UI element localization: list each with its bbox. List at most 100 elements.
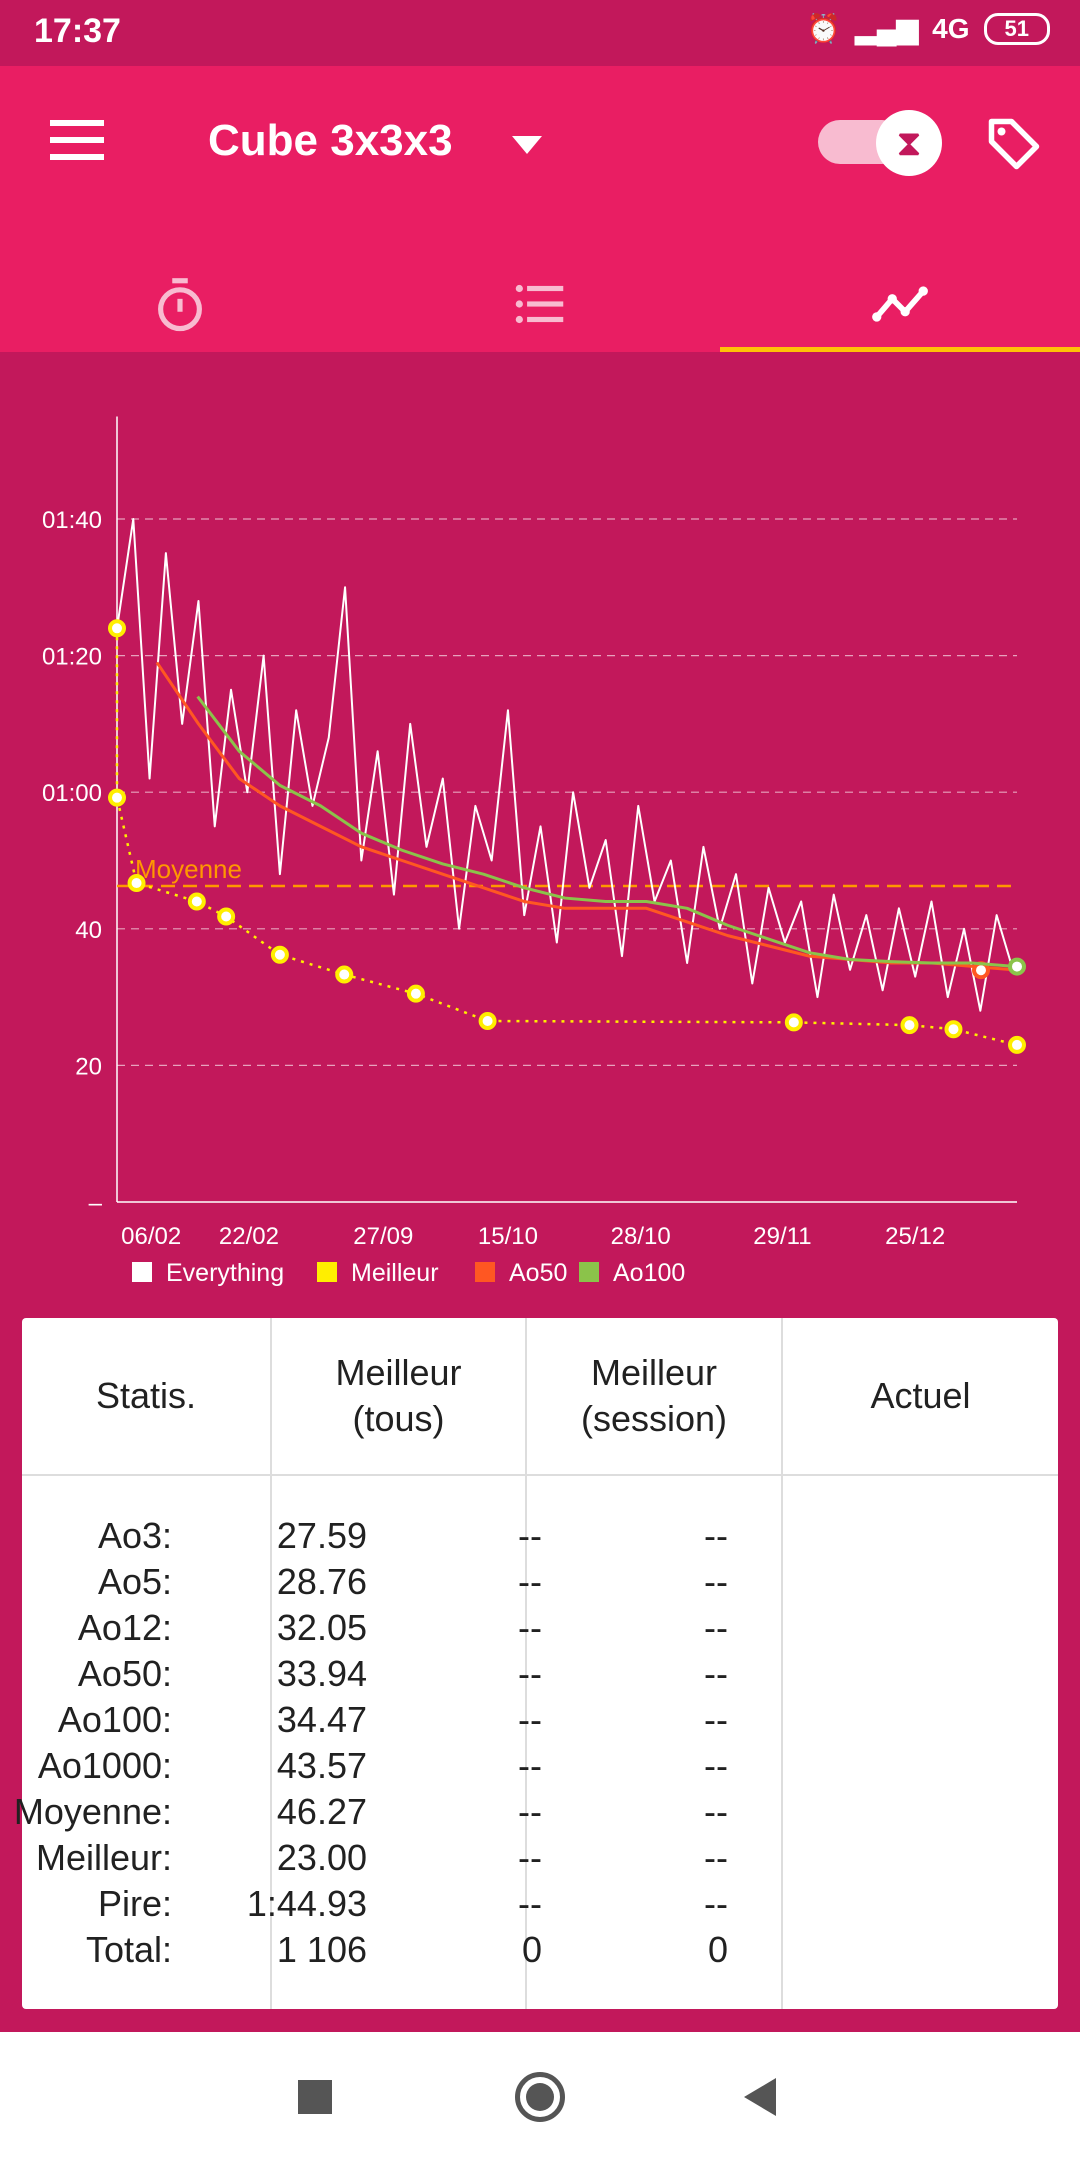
tag-icon[interactable] <box>984 114 1044 187</box>
meilleur-point <box>335 965 354 984</box>
meilleur-point <box>478 1012 497 1031</box>
active-tab-indicator <box>720 347 1080 352</box>
tab-timer[interactable] <box>0 256 360 352</box>
legend-label: Meilleur <box>351 1259 439 1287</box>
stat-value: 34.47 <box>276 1699 367 1740</box>
stat-label: Total: <box>85 1929 172 1970</box>
stat-value: 23.00 <box>276 1837 367 1878</box>
stopwatch-icon <box>158 278 202 332</box>
series-meilleur <box>115 628 1018 1047</box>
stats-chart: – 20 40 01:00 01:20 01:40 06/02 22/02 27/09 15/10… <box>42 416 1026 1287</box>
stat-value: -- <box>518 1699 542 1740</box>
header-current: Actuel <box>870 1375 971 1416</box>
battery-icon: 51 <box>983 12 1050 45</box>
stat-label: Pire: <box>97 1883 172 1924</box>
series-ao100 <box>196 695 1018 969</box>
meilleur-point <box>127 874 146 893</box>
stat-value: 1:44.93 <box>246 1883 367 1924</box>
y-tick-label: 40 <box>75 917 102 944</box>
stat-value: -- <box>704 1883 728 1924</box>
legend-swatch-everything <box>132 1262 152 1282</box>
stat-value: -- <box>518 1515 542 1556</box>
stat-value: 1 106 <box>276 1929 367 1970</box>
tab-list[interactable] <box>360 256 720 352</box>
y-tick-label: 01:20 <box>42 644 102 671</box>
meilleur-point <box>108 619 126 638</box>
stat-value: 43.57 <box>276 1745 367 1786</box>
x-tick-label: 15/10 <box>478 1223 538 1250</box>
header-best-all: Meilleur (tous) <box>335 1352 462 1439</box>
stat-value: -- <box>518 1561 542 1602</box>
recents-square-icon[interactable] <box>298 2080 332 2114</box>
stat-value: -- <box>518 1837 542 1878</box>
stat-label: Ao12: <box>77 1607 172 1648</box>
y-tick-label: 01:00 <box>42 780 102 807</box>
meilleur-point <box>900 1016 919 1035</box>
stat-label: Moyenne: <box>13 1791 172 1832</box>
back-triangle-icon[interactable] <box>744 2078 776 2116</box>
puzzle-title[interactable]: Cube 3x3x3 <box>208 116 453 165</box>
stat-label: Ao50: <box>77 1653 172 1694</box>
stat-value: -- <box>518 1745 542 1786</box>
hourglass-icon[interactable]: ⧗ <box>876 110 942 176</box>
stat-value: -- <box>704 1607 728 1648</box>
legend-label: Ao50 <box>509 1259 567 1287</box>
stat-value: 28.76 <box>276 1561 367 1602</box>
meilleur-point <box>784 1013 803 1032</box>
meilleur-point <box>217 907 236 926</box>
stat-value: -- <box>704 1515 728 1556</box>
hamburger-menu-icon[interactable] <box>50 120 104 160</box>
stat-value: 27.59 <box>276 1515 367 1556</box>
stat-label: Meilleur: <box>35 1837 172 1878</box>
stat-value: 46.27 <box>276 1791 367 1832</box>
x-tick-label: 06/02 <box>121 1223 181 1250</box>
x-tick-label: 29/11 <box>753 1223 811 1250</box>
stat-value: -- <box>518 1883 542 1924</box>
header-stat: Statis. <box>95 1375 197 1416</box>
line-chart-icon <box>872 286 928 322</box>
x-tick-label: 28/10 <box>611 1223 671 1250</box>
y-tick-label: 01:40 <box>42 507 102 534</box>
stat-value: -- <box>704 1653 728 1694</box>
meilleur-point <box>187 892 206 911</box>
stat-value: -- <box>704 1561 728 1602</box>
clock: 17:37 <box>34 12 121 50</box>
stat-value: 32.05 <box>276 1607 367 1648</box>
tab-stats[interactable] <box>720 256 1080 352</box>
alarm-icon: ⏰ <box>806 13 842 44</box>
stat-value: -- <box>518 1607 542 1648</box>
stat-value: 0 <box>707 1929 728 1970</box>
legend-swatch-ao100 <box>579 1262 599 1282</box>
stat-label: Ao3: <box>97 1515 172 1556</box>
meilleur-point <box>1008 1035 1026 1054</box>
system-nav-bar <box>0 2032 1080 2160</box>
legend-label: Everything <box>166 1259 284 1287</box>
stat-value: -- <box>704 1745 728 1786</box>
legend-label: Ao100 <box>613 1259 685 1287</box>
y-tick-label: – <box>89 1190 103 1217</box>
app-bar: Cube 3x3x3 ⧗ <box>0 66 1080 352</box>
stats-table: Statis. Meilleur (tous) Meilleur (sessio… <box>14 1318 1058 2009</box>
meilleur-point <box>406 984 425 1003</box>
series-everything <box>116 518 1014 1012</box>
header-best-session: Meilleur (session) <box>580 1352 728 1439</box>
network-type: 4G <box>932 12 970 44</box>
stat-value: -- <box>704 1837 728 1878</box>
ao100-last-point <box>1008 957 1026 976</box>
moyenne-label: Moyenne <box>135 854 242 884</box>
x-tick-label: 22/02 <box>219 1223 279 1250</box>
home-circle-icon[interactable] <box>515 2072 565 2122</box>
y-tick-label: 20 <box>75 1053 102 1080</box>
signal-icon: ▂▄▆ <box>855 13 919 44</box>
stat-value: 33.94 <box>276 1653 367 1694</box>
stat-value: -- <box>704 1791 728 1832</box>
stat-value: -- <box>518 1791 542 1832</box>
legend-swatch-ao50 <box>475 1262 495 1282</box>
status-bar: 17:37 ⏰ ▂▄▆ 4G 51 <box>0 0 1080 66</box>
legend-swatch-meilleur <box>317 1262 337 1282</box>
chevron-down-icon[interactable] <box>512 136 542 154</box>
stat-value: -- <box>704 1699 728 1740</box>
x-tick-label: 27/09 <box>353 1223 413 1250</box>
list-icon <box>515 284 564 324</box>
meilleur-point <box>944 1020 963 1039</box>
